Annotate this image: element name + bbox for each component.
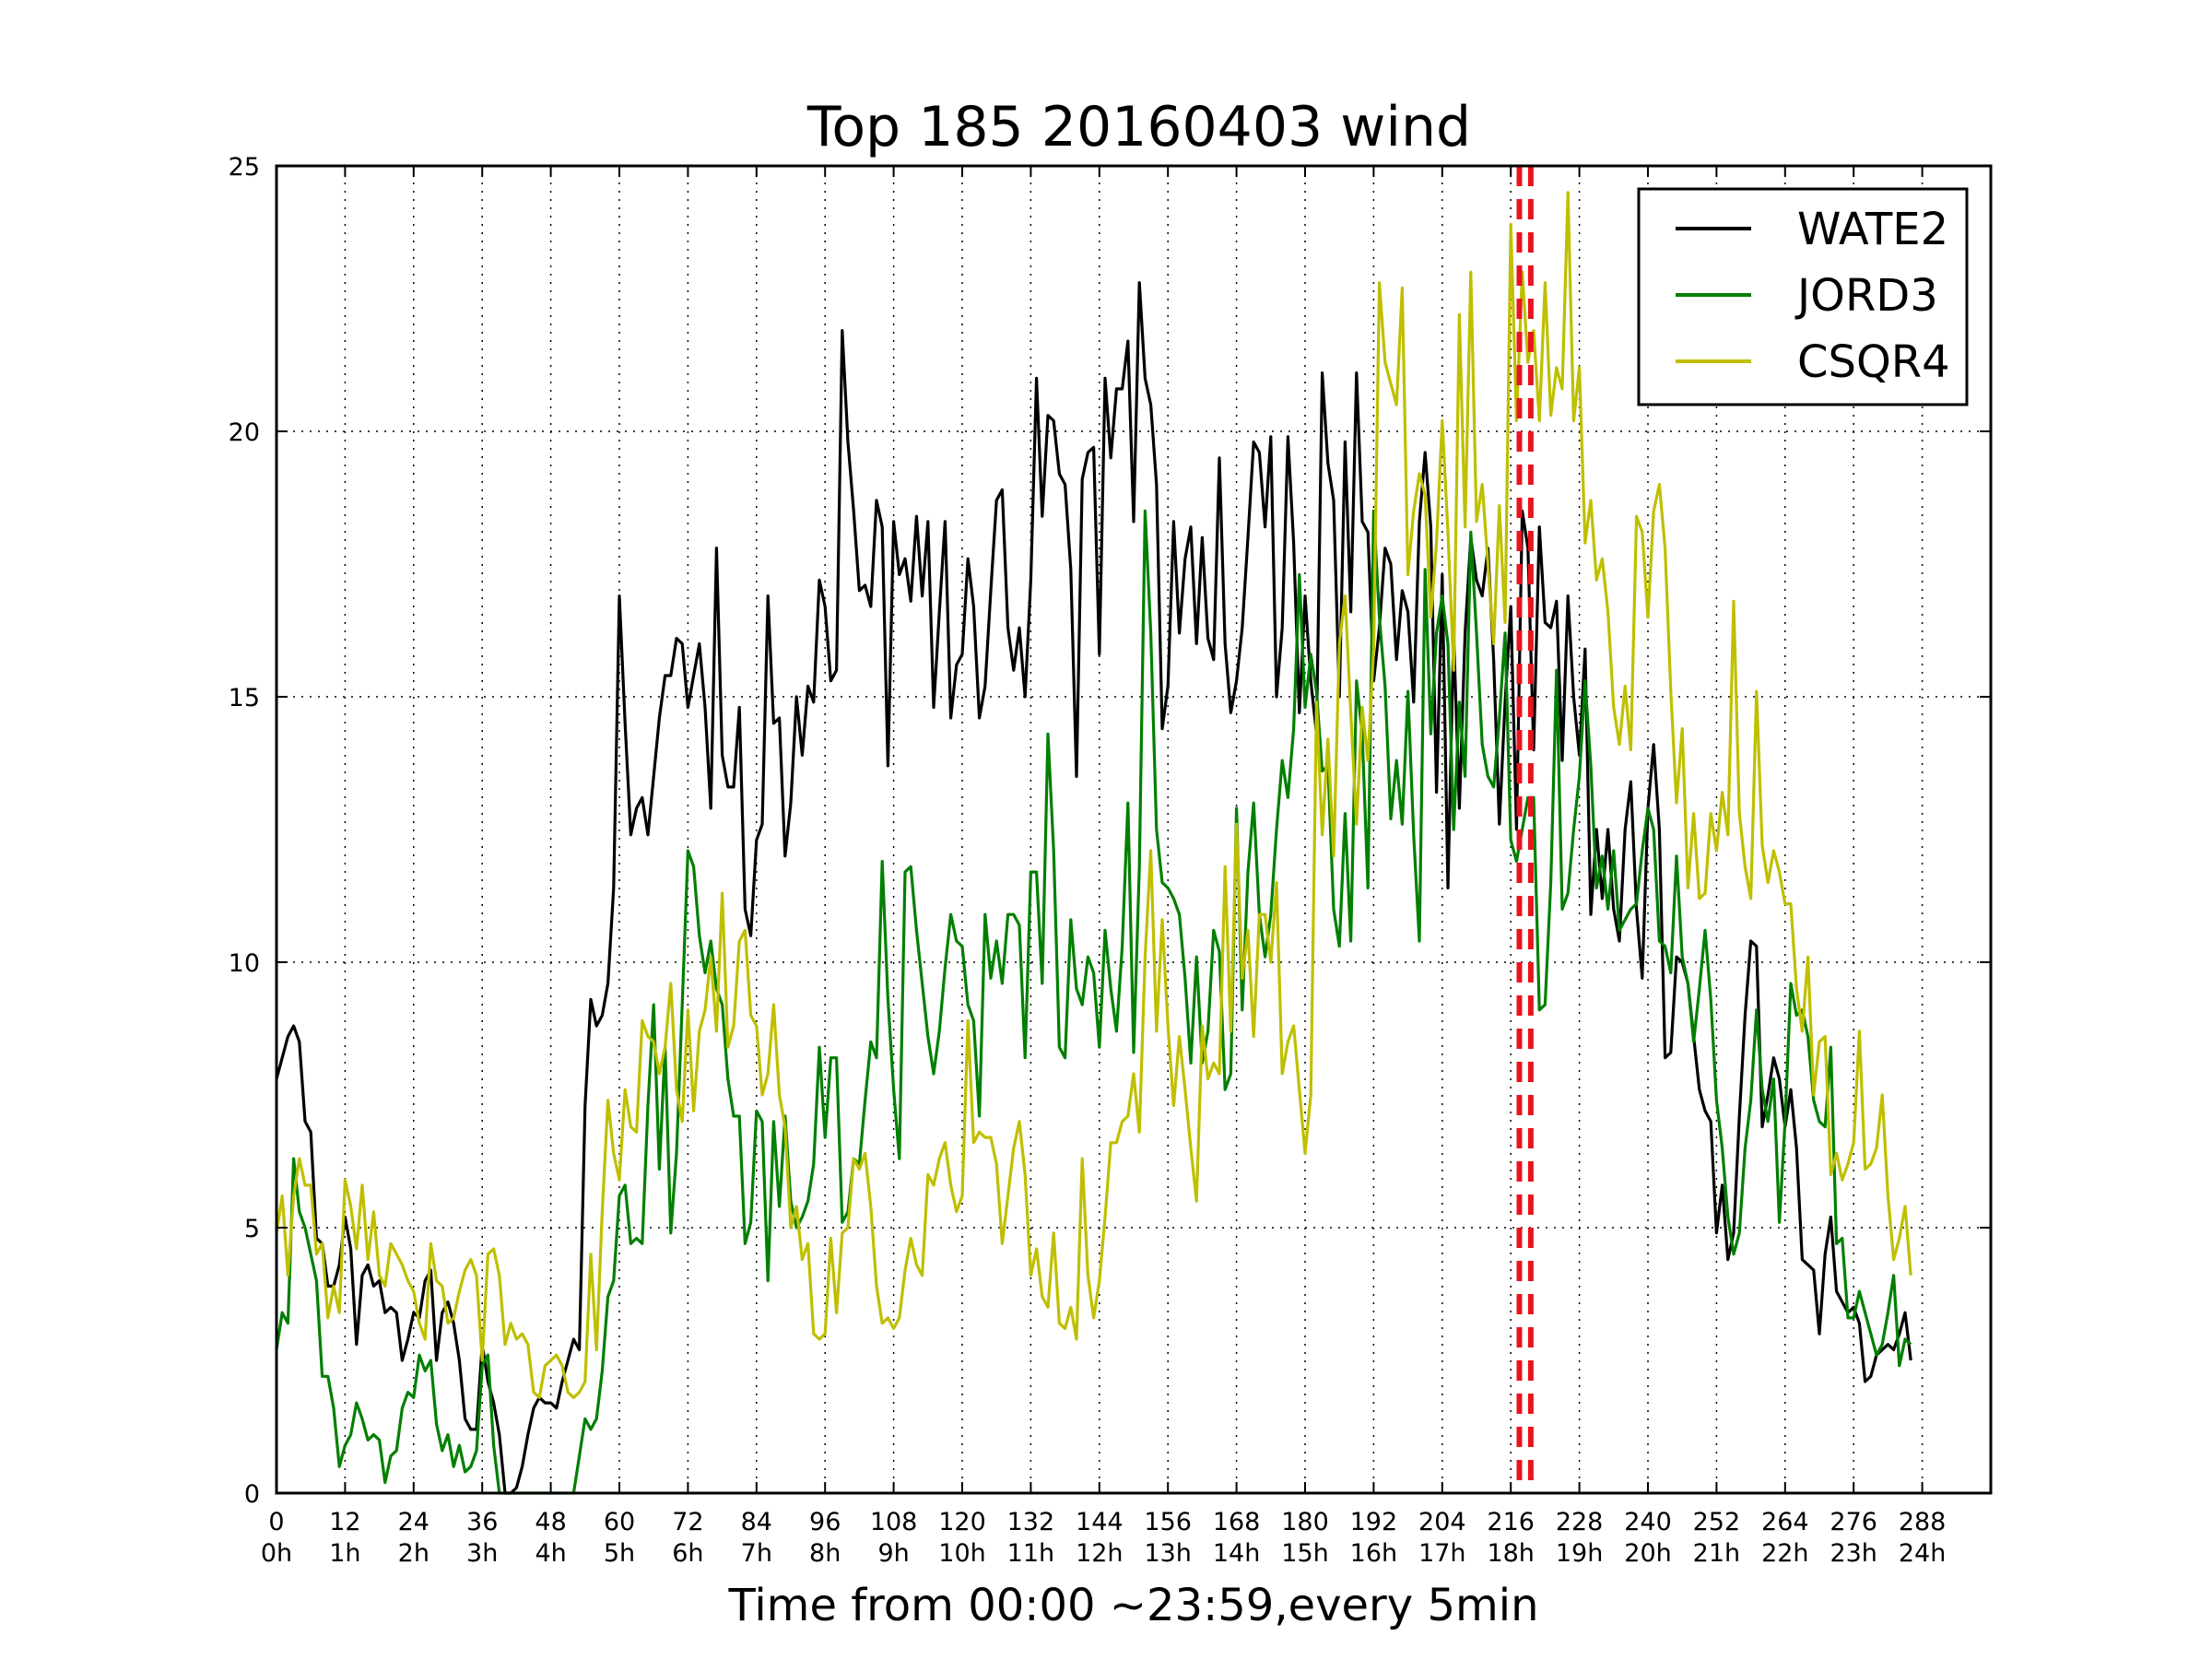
plot-area-frame [275, 164, 1993, 1495]
legend-label-csqr4: CSQR4 [1797, 336, 1950, 388]
x-tick-label-hour: 14h [1213, 1539, 1260, 1568]
x-tick-label-hour: 13h [1144, 1539, 1191, 1568]
x-axis-label: Time from 00:00 ~23:59,every 5min [728, 1580, 1539, 1631]
x-tick-label: 12 [329, 1508, 360, 1536]
x-tick-label-hour: 18h [1487, 1539, 1534, 1568]
x-tick-label-hour: 22h [1761, 1539, 1808, 1568]
x-tick-label: 84 [741, 1508, 772, 1536]
x-tick-label: 24 [398, 1508, 429, 1536]
x-tick-label-hour: 3h [466, 1539, 498, 1568]
x-tick-label: 36 [466, 1508, 498, 1536]
x-tick-label-hour: 2h [398, 1539, 429, 1568]
reference-lines [1516, 166, 1534, 1493]
x-tick-label: 240 [1624, 1508, 1672, 1536]
y-tick-label: 10 [229, 949, 260, 978]
x-tick-label-hour: 4h [535, 1539, 566, 1568]
legend-label-jord3: JORD3 [1794, 270, 1938, 322]
x-tick-label-hour: 23h [1830, 1539, 1877, 1568]
x-tick-label-hour: 6h [672, 1539, 703, 1568]
x-tick-label: 144 [1076, 1508, 1124, 1536]
x-tick-labels: 0 0h 12 1h 24 2h 36 3h 48 4h 60 5h 72 6h 84 7h 96 8h 108 9h… [261, 1508, 1947, 1568]
x-tick-label-hour: 7h [741, 1539, 772, 1568]
x-tick-label-hour: 0h [261, 1539, 292, 1568]
x-tick-label-hour: 20h [1624, 1539, 1671, 1568]
y-tick-label: 25 [229, 153, 260, 182]
x-tick-label: 132 [1007, 1508, 1055, 1536]
x-tick-label-hour: 15h [1281, 1539, 1328, 1568]
x-tick-label: 96 [809, 1508, 841, 1536]
chart-title: Top 185 20160403 wind [806, 95, 1471, 159]
y-tick-label: 0 [244, 1480, 260, 1509]
y-tick-label: 5 [244, 1215, 260, 1243]
x-tick-label: 228 [1556, 1508, 1604, 1536]
x-tick-label-hour: 19h [1556, 1539, 1603, 1568]
x-tick-label: 0 [268, 1508, 284, 1536]
x-tick-label-hour: 17h [1418, 1539, 1465, 1568]
x-tick-label-hour: 1h [329, 1539, 360, 1568]
y-tick-label: 15 [229, 684, 260, 712]
x-tick-label: 48 [535, 1508, 566, 1536]
x-tick-label: 72 [672, 1508, 703, 1536]
series-line-wate2 [275, 281, 1912, 1495]
legend-label-wate2: WATE2 [1797, 204, 1948, 255]
axis-ticks [276, 165, 1991, 1494]
x-tick-label: 156 [1144, 1508, 1192, 1536]
y-tick-label: 20 [229, 418, 260, 447]
y-tick-labels: 0 5 10 15 20 25 [229, 153, 260, 1509]
x-tick-label: 192 [1350, 1508, 1398, 1536]
x-tick-label: 252 [1693, 1508, 1741, 1536]
x-tick-label-hour: 8h [809, 1539, 841, 1568]
x-tick-label: 288 [1899, 1508, 1947, 1536]
x-tick-label: 264 [1761, 1508, 1809, 1536]
x-tick-label: 216 [1487, 1508, 1535, 1536]
legend: WATE2 JORD3 CSQR4 [1637, 187, 1969, 406]
x-tick-label-hour: 9h [877, 1539, 909, 1568]
x-tick-label-hour: 21h [1693, 1539, 1740, 1568]
x-tick-label: 60 [604, 1508, 635, 1536]
x-tick-label: 168 [1213, 1508, 1261, 1536]
x-tick-label: 276 [1830, 1508, 1877, 1536]
x-tick-label: 180 [1281, 1508, 1329, 1536]
x-tick-label: 108 [870, 1508, 918, 1536]
x-tick-label-hour: 12h [1076, 1539, 1123, 1568]
x-tick-label-hour: 16h [1350, 1539, 1397, 1568]
x-tick-label-hour: 11h [1007, 1539, 1054, 1568]
x-tick-label: 120 [938, 1508, 986, 1536]
x-tick-label-hour: 5h [604, 1539, 635, 1568]
series-line-csqr4 [275, 191, 1912, 1399]
x-tick-label-hour: 10h [938, 1539, 985, 1568]
x-tick-label-hour: 24h [1899, 1539, 1946, 1568]
x-tick-label: 204 [1418, 1508, 1466, 1536]
